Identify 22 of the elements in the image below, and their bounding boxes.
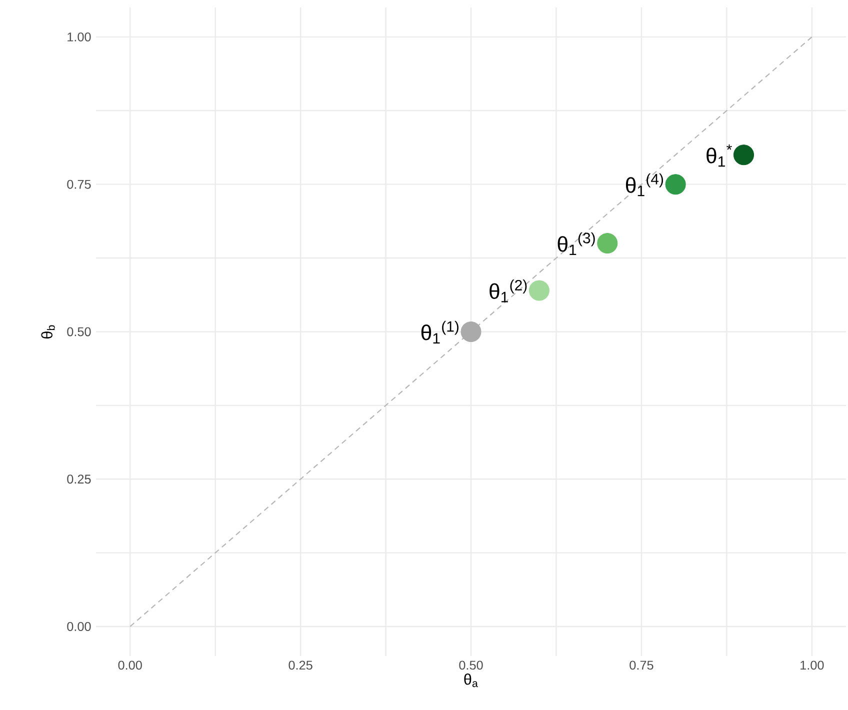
x-tick-label: 0.50 — [459, 660, 483, 670]
point — [460, 321, 482, 342]
y-tick-label: 1.00 — [68, 32, 91, 42]
x-tick-label: 0.75 — [630, 660, 654, 670]
y-tick-label: 0.25 — [67, 474, 91, 484]
x-axis-title: θ$_{a}$ — [464, 673, 478, 688]
annotation: θ$_{1}$(1) — [421, 320, 458, 344]
annotation: θ$_{1}$(4) — [626, 173, 664, 196]
annotation: θ$_{1}$(2) — [490, 280, 527, 302]
x-tick-label: 0.25 — [288, 660, 312, 670]
y-tick-label: 0.50 — [67, 327, 91, 336]
point — [597, 233, 618, 254]
annotation: θ$_{1}$(3) — [558, 232, 595, 256]
x-tick-label: 1.00 — [800, 660, 824, 670]
x-tick-label: 0.00 — [118, 660, 142, 670]
point — [528, 280, 550, 301]
y-tick-label: 0.00 — [67, 622, 91, 632]
y-tick-label: 0.75 — [67, 180, 91, 189]
annotation: θ$_{1}$* — [706, 144, 732, 167]
point — [665, 174, 686, 195]
point — [733, 144, 754, 166]
y-axis-title: θ$_{b}$ — [41, 325, 55, 339]
